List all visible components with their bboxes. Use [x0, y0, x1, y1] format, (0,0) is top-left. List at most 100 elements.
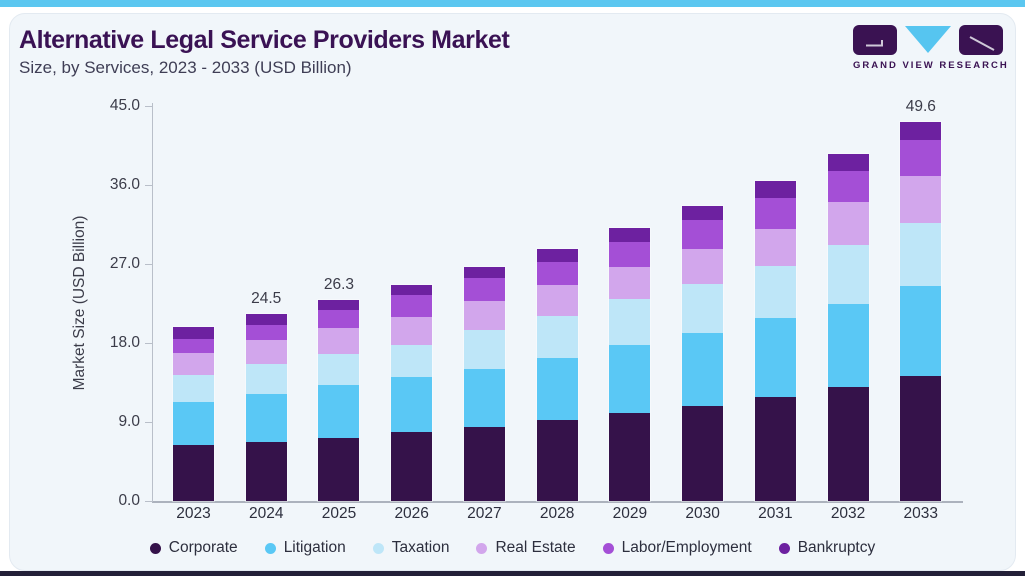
- bar-segment-litigation: [318, 385, 360, 439]
- top-accent-bar: [0, 0, 1025, 7]
- legend-item-litigation: Litigation: [264, 539, 346, 557]
- legend-dot-icon: [476, 542, 488, 554]
- y-tick-mark: [145, 421, 153, 423]
- bar-segment-real-estate: [245, 340, 287, 365]
- y-tick-mark: [145, 263, 153, 265]
- bar-segment-labor-employment: [900, 139, 942, 176]
- x-axis-line: [152, 501, 963, 503]
- bar-segment-corporate: [536, 419, 578, 501]
- x-tick-label-2023: 2023: [176, 505, 211, 522]
- bar-segment-corporate: [827, 386, 869, 501]
- x-tick-label-2026: 2026: [394, 505, 429, 522]
- legend-dot-icon: [372, 542, 384, 554]
- bar-segment-real-estate: [318, 328, 360, 355]
- y-tick-label: 18.0: [109, 333, 140, 351]
- bar-segment-real-estate: [463, 301, 505, 331]
- legend-dot-icon: [602, 542, 614, 554]
- page-subtitle: Size, by Services, 2023 - 2033 (USD Bill…: [19, 58, 352, 77]
- bar-segment-taxation: [682, 284, 724, 334]
- legend-item-taxation: Taxation: [372, 539, 449, 557]
- bar-2024: [245, 313, 287, 501]
- bar-segment-labor-employment: [536, 261, 578, 286]
- bar-segment-bankruptcy: [391, 284, 433, 296]
- bar-segment-real-estate: [754, 228, 796, 267]
- x-tick-label-2025: 2025: [321, 505, 357, 522]
- bar-segment-taxation: [245, 364, 287, 394]
- bar-segment-taxation: [900, 222, 942, 286]
- bar-segment-real-estate: [900, 175, 942, 223]
- bar-2027: [463, 266, 505, 501]
- bar-total-label-2033: 49.6: [905, 97, 936, 115]
- bar-segment-bankruptcy: [245, 313, 287, 326]
- bar-segment-litigation: [827, 303, 869, 387]
- x-tick-label-2024: 2024: [248, 505, 284, 522]
- bar-segment-taxation: [609, 299, 651, 345]
- bar-segment-litigation: [682, 333, 724, 407]
- bar-segment-real-estate: [391, 316, 433, 345]
- y-tick-mark: [145, 342, 153, 344]
- y-axis-title: Market Size (USD Billion): [71, 215, 88, 391]
- bar-segment-labor-employment: [391, 295, 433, 317]
- legend-dot-icon: [778, 542, 790, 554]
- bar-segment-bankruptcy: [173, 327, 214, 339]
- bar-segment-corporate: [173, 445, 214, 501]
- bar-segment-labor-employment: [682, 220, 724, 249]
- x-tick-label-2030: 2030: [685, 505, 720, 522]
- bar-total-label-2024: 24.5: [251, 289, 282, 307]
- bar-segment-bankruptcy: [900, 121, 942, 140]
- bar-segment-litigation: [609, 344, 651, 413]
- bar-segment-litigation: [900, 286, 942, 377]
- bar-segment-real-estate: [536, 285, 578, 316]
- x-tick-label-2033: 2033: [903, 505, 939, 522]
- y-tick-label: 45.0: [109, 96, 140, 114]
- legend-item-labor-employment: Labor/Employment: [602, 539, 752, 557]
- bar-segment-labor-employment: [609, 241, 651, 267]
- bar-segment-corporate: [609, 412, 651, 501]
- legend-label: Real Estate: [495, 539, 576, 556]
- y-axis-line: [152, 103, 153, 501]
- bar-segment-corporate: [245, 442, 287, 501]
- legend-item-bankruptcy: Bankruptcy: [778, 539, 876, 557]
- y-tick-mark: [145, 105, 153, 107]
- bar-2033: [900, 121, 942, 501]
- x-tick-label-2031: 2031: [758, 505, 793, 522]
- bar-2028: [536, 248, 578, 501]
- bar-segment-labor-employment: [754, 198, 796, 229]
- bar-segment-taxation: [536, 315, 578, 358]
- bar-segment-taxation: [391, 344, 433, 378]
- brand-logo: GRAND VIEW RESEARCH: [853, 25, 1009, 71]
- legend-dot-icon: [149, 542, 161, 554]
- bar-segment-litigation: [463, 368, 505, 427]
- legend-dot-icon: [264, 542, 276, 554]
- legend-item-corporate: Corporate: [149, 539, 238, 557]
- bar-total-label-2025: 26.3: [323, 275, 355, 293]
- bar-segment-corporate: [900, 376, 942, 501]
- bar-segment-labor-employment: [245, 325, 287, 341]
- legend-label: Corporate: [168, 539, 238, 556]
- y-tick-label: 36.0: [109, 175, 140, 193]
- bar-segment-bankruptcy: [463, 266, 505, 279]
- bar-segment-real-estate: [682, 248, 724, 285]
- bar-segment-taxation: [318, 354, 360, 386]
- bar-segment-taxation: [754, 266, 796, 319]
- bar-segment-labor-employment: [173, 338, 214, 353]
- y-tick-label: 9.0: [118, 412, 140, 430]
- x-tick-label-2032: 2032: [830, 505, 866, 522]
- bar-segment-taxation: [463, 330, 505, 369]
- bar-segment-real-estate: [827, 201, 869, 246]
- bar-segment-real-estate: [173, 352, 214, 375]
- chart-legend: Corporate Litigation Taxation Real Estate La…: [0, 537, 1025, 559]
- y-tick-label: 27.0: [109, 254, 140, 272]
- bar-segment-labor-employment: [463, 278, 505, 302]
- bar-segment-real-estate: [609, 266, 651, 300]
- x-tick-label-2028: 2028: [539, 505, 575, 522]
- bar-2025: [318, 299, 360, 501]
- brand-name: GRAND VIEW RESEARCH: [853, 60, 1009, 71]
- bar-2023: [173, 327, 214, 501]
- bar-segment-corporate: [391, 432, 433, 501]
- bar-2029: [609, 227, 651, 501]
- bar-2032: [827, 153, 869, 501]
- legend-label: Bankruptcy: [797, 539, 876, 556]
- bar-segment-litigation: [245, 393, 287, 443]
